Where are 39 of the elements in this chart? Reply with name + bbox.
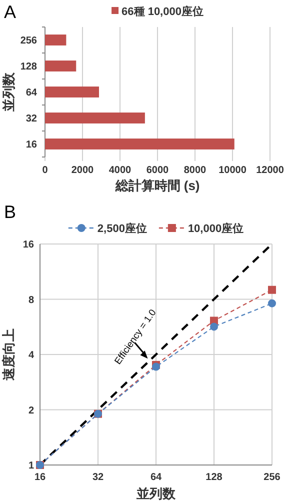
y-tick-label: 16 xyxy=(22,240,34,250)
y-tick-label: 64 xyxy=(26,88,38,98)
y-tick-label: 1 xyxy=(28,460,34,472)
x-tick-label: 8000 xyxy=(184,165,207,176)
x-tick-label: 2000 xyxy=(71,165,94,176)
y-tick-label: 16 xyxy=(26,140,38,150)
point xyxy=(268,299,276,308)
bar xyxy=(45,34,66,46)
bar xyxy=(45,60,76,72)
bar xyxy=(45,112,145,124)
x-tick-label: 12000 xyxy=(256,165,284,176)
x-axis-title: 並列数 xyxy=(136,486,176,501)
text: B xyxy=(4,202,16,222)
legend-label: 66種 10,000座位 xyxy=(122,5,204,18)
x-tick-label: 6000 xyxy=(146,165,170,176)
y-tick-label: 2 xyxy=(28,405,34,416)
legend-label: 2,500座位 xyxy=(97,222,147,235)
y-tick-label: 4 xyxy=(28,350,34,361)
point xyxy=(268,286,276,294)
x-tick-label: 128 xyxy=(206,472,223,483)
x-tick-label: 0 xyxy=(42,165,48,176)
y-tick-label: 128 xyxy=(20,62,38,72)
x-tick-label: 4000 xyxy=(108,165,132,176)
text: A xyxy=(4,2,16,22)
x-tick-label: 64 xyxy=(150,472,162,483)
x-tick-label: 256 xyxy=(264,472,281,483)
bar xyxy=(45,86,99,98)
y-tick-label: 32 xyxy=(26,114,38,124)
legend: 66種 10,000座位 xyxy=(112,6,204,18)
point xyxy=(210,322,218,331)
y-tick-label: 8 xyxy=(28,294,34,306)
legend-label: 10,000座位 xyxy=(188,222,244,235)
bar xyxy=(45,138,234,150)
x-axis-title: 総計算時間 (s) xyxy=(114,178,200,193)
y-tick-label: 256 xyxy=(20,36,38,46)
x-tick-label: 32 xyxy=(92,472,104,483)
x-tick-label: 10000 xyxy=(218,165,247,176)
y-axis-title: 速度向上 xyxy=(1,328,16,380)
y-axis-title: 並列数 xyxy=(1,72,16,112)
